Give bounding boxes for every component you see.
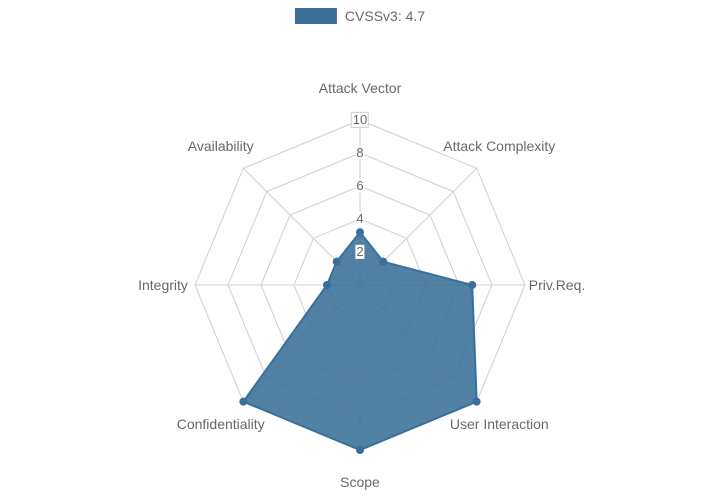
axis-label-availability: Availability — [188, 138, 254, 154]
legend-label: CVSSv3: 4.7 — [345, 8, 425, 24]
axis-label-attack-complexity: Attack Complexity — [443, 138, 555, 154]
axis-label-priv-req: Priv.Req. — [529, 277, 586, 293]
tick-label-4: 4 — [355, 212, 364, 226]
axis-label-attack-vector: Attack Vector — [319, 80, 401, 96]
tick-label-10: 10 — [351, 112, 369, 128]
axis-label-integrity: Integrity — [138, 277, 188, 293]
legend-swatch — [295, 8, 337, 24]
legend[interactable]: CVSSv3: 4.7 — [295, 8, 425, 24]
radar-chart-container: CVSSv3: 4.7 Attack Vector Attack Complexi… — [0, 0, 720, 504]
axis-label-scope: Scope — [340, 474, 380, 490]
tick-label-8: 8 — [355, 146, 364, 160]
axis-label-confidentiality: Confidentiality — [177, 416, 265, 432]
tick-label-6: 6 — [355, 179, 364, 193]
tick-label-2: 2 — [355, 245, 364, 259]
axis-label-user-interaction: User Interaction — [450, 416, 549, 432]
